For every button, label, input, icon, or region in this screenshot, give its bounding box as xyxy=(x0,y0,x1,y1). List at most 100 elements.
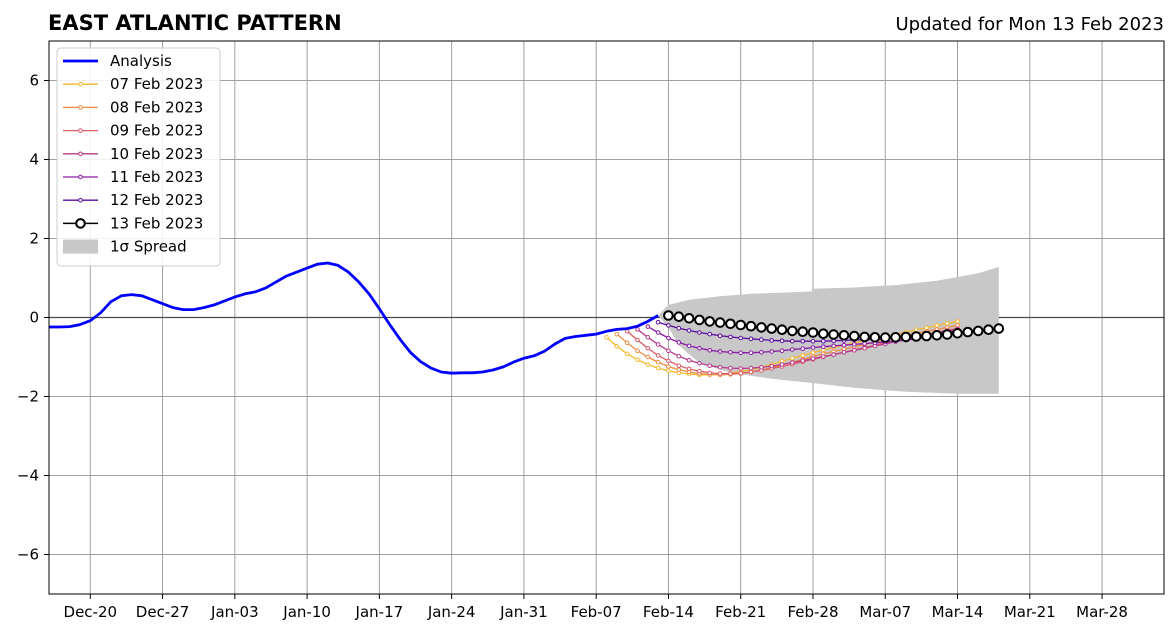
main-forecast-marker xyxy=(807,327,819,338)
forecast-marker xyxy=(728,350,733,355)
legend-swatch-marker xyxy=(78,197,83,203)
forecast-marker xyxy=(697,330,702,335)
main-forecast-marker xyxy=(766,323,778,334)
legend: Analysis 07 Feb 2023 08 Feb 2023 09 Feb 202… xyxy=(56,47,221,267)
forecast-marker xyxy=(800,358,806,363)
forecast-marker xyxy=(624,340,630,346)
legend-swatch-marker xyxy=(75,218,86,229)
y-tick-label: −6 xyxy=(17,546,39,564)
main-forecast-marker xyxy=(993,323,1005,334)
x-tick-label: Feb-21 xyxy=(715,603,766,621)
forecast-marker xyxy=(738,350,744,356)
forecast-marker xyxy=(655,359,661,365)
x-tick-label: Mar-28 xyxy=(1076,603,1128,621)
legend-swatch-marker xyxy=(78,151,83,157)
forecast-marker xyxy=(635,357,640,363)
main-forecast-marker xyxy=(787,325,798,337)
forecast-marker xyxy=(666,358,671,364)
forecast-marker xyxy=(769,349,775,354)
x-tick-label: Dec-20 xyxy=(64,603,118,621)
forecast-marker xyxy=(697,368,702,374)
forecast-marker xyxy=(717,365,723,370)
forecast-marker xyxy=(645,354,651,360)
spread-polygon xyxy=(658,266,999,394)
forecast-marker xyxy=(810,345,816,350)
forecast-marker xyxy=(728,334,733,340)
main-forecast-marker xyxy=(776,324,788,336)
x-tick-label: Jan-10 xyxy=(282,603,331,621)
legend-label: 1σ Spread xyxy=(110,238,187,256)
forecast-marker xyxy=(759,337,764,342)
forecast-marker xyxy=(614,344,620,349)
forecast-marker xyxy=(955,319,960,324)
forecast-marker xyxy=(717,333,723,339)
forecast-marker xyxy=(666,323,671,328)
y-tick-label: −4 xyxy=(17,467,39,485)
legend-label: 12 Feb 2023 xyxy=(110,191,203,209)
forecast-marker xyxy=(635,348,640,354)
main-forecast-marker xyxy=(910,331,922,342)
forecast-marker xyxy=(769,363,775,369)
forecast-marker xyxy=(666,348,671,354)
forecast-marker xyxy=(728,371,733,376)
main-forecast-marker xyxy=(921,330,932,342)
forecast-marker xyxy=(748,350,754,356)
main-forecast-marker xyxy=(941,329,953,340)
forecast-marker xyxy=(655,342,661,347)
legend-swatch-patch xyxy=(63,239,98,254)
forecast-marker xyxy=(707,363,713,369)
forecast-marker xyxy=(645,335,651,340)
legend-label: 08 Feb 2023 xyxy=(110,98,203,116)
forecast-marker xyxy=(738,370,744,376)
forecast-marker xyxy=(676,353,682,359)
forecast-marker xyxy=(676,340,682,345)
spread-band xyxy=(658,266,999,394)
forecast-marker xyxy=(717,349,723,354)
forecast-marker xyxy=(666,335,671,341)
forecast-marker xyxy=(779,362,785,367)
x-tick-label: Jan-24 xyxy=(427,603,476,621)
forecast-marker xyxy=(635,327,640,332)
legend-label: 10 Feb 2023 xyxy=(110,145,203,163)
forecast-marker xyxy=(821,338,826,344)
forecast-marker xyxy=(645,362,651,367)
legend-entry: 09 Feb 2023 xyxy=(63,122,203,140)
forecast-marker xyxy=(676,363,682,369)
forecast-marker xyxy=(841,342,847,348)
legend-entry: Analysis xyxy=(63,52,172,70)
main-forecast-marker xyxy=(745,320,757,332)
y-tick-label: 6 xyxy=(29,72,39,90)
forecast-marker xyxy=(676,325,682,331)
main-forecast-marker xyxy=(900,331,912,343)
forecast-marker xyxy=(862,346,867,351)
main-forecast-marker xyxy=(859,331,870,343)
forecast-marker xyxy=(862,341,867,346)
legend-entry: 11 Feb 2023 xyxy=(63,168,203,186)
forecast-marker xyxy=(697,346,702,351)
forecast-marker xyxy=(645,324,651,329)
x-tick-label: Dec-27 xyxy=(136,603,190,621)
main-forecast-marker xyxy=(962,326,974,338)
legend-box xyxy=(56,47,221,267)
legend-label: 11 Feb 2023 xyxy=(110,168,203,186)
main-forecast-marker xyxy=(849,330,860,342)
y-tick-label: 4 xyxy=(29,151,39,169)
y-axis-ticks: 6 4 2 0 −2 −4 −6 xyxy=(17,72,49,564)
chart-subtitle: Updated for Mon 13 Feb 2023 xyxy=(895,14,1164,35)
forecast-marker xyxy=(645,346,651,351)
main-forecast-marker xyxy=(714,317,726,328)
main-forecast-marker xyxy=(704,316,716,327)
forecast-marker xyxy=(707,348,713,353)
forecast-marker xyxy=(790,347,795,352)
forecast-marker xyxy=(831,352,836,357)
main-forecast-marker xyxy=(983,324,994,336)
forecast-marker xyxy=(759,350,764,355)
forecast-marker xyxy=(748,369,754,375)
main-forecast-marker xyxy=(838,330,850,341)
series-lines xyxy=(49,261,1005,378)
forecast-marker xyxy=(624,351,630,357)
forecast-marker xyxy=(655,353,661,358)
forecast-marker xyxy=(790,338,795,344)
main-forecast-marker xyxy=(725,318,736,330)
